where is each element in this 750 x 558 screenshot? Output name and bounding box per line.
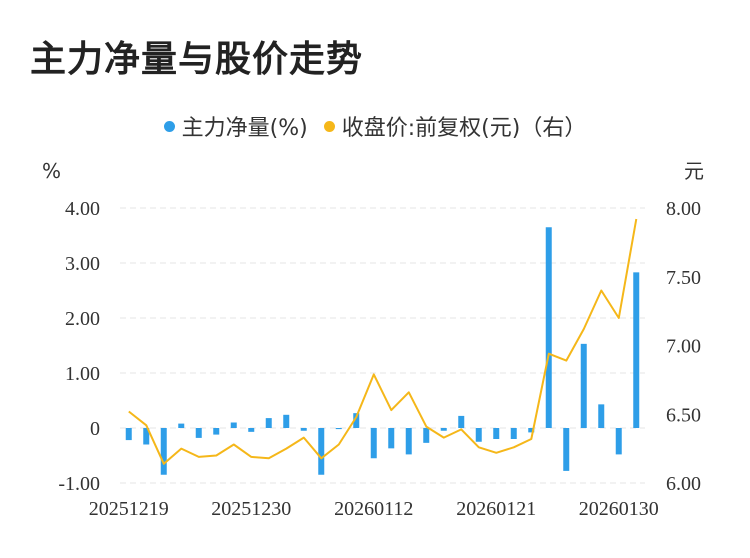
bar bbox=[493, 428, 500, 439]
x-tick-label: 20260130 bbox=[579, 498, 659, 520]
legend-label-main-net: 主力净量(%) bbox=[181, 116, 308, 141]
left-axis: 4.00 3.00 2.00 1.00 0 -1.00 bbox=[58, 198, 100, 495]
bar bbox=[563, 428, 570, 471]
left-tick-label: 1.00 bbox=[65, 363, 100, 385]
bar bbox=[125, 428, 132, 441]
legend-item-close-price[interactable]: 收盘价:前复权(元)（右） bbox=[323, 110, 587, 142]
bar bbox=[178, 423, 185, 428]
bar bbox=[353, 413, 360, 428]
bar bbox=[388, 428, 395, 449]
chart-title: 主力净量与股价走势 bbox=[30, 39, 364, 80]
right-tick-label: 6.00 bbox=[666, 473, 701, 495]
bar bbox=[475, 428, 482, 442]
bar bbox=[423, 428, 430, 443]
right-tick-label: 8.00 bbox=[666, 198, 701, 220]
bar bbox=[318, 428, 325, 475]
bar bbox=[545, 227, 552, 428]
bar-series bbox=[125, 227, 640, 475]
left-tick-label: -1.00 bbox=[58, 473, 100, 495]
left-axis-unit: % bbox=[42, 159, 61, 183]
bar bbox=[283, 414, 290, 428]
line-series bbox=[128, 218, 638, 465]
bar bbox=[143, 428, 150, 445]
bar bbox=[458, 415, 465, 428]
bar bbox=[615, 428, 622, 455]
x-tick-label: 20251230 bbox=[211, 498, 291, 520]
bar bbox=[510, 428, 517, 439]
x-axis: 20251219 20251230 20260112 20260121 20260130 bbox=[89, 498, 659, 520]
price-line bbox=[128, 218, 638, 465]
bar bbox=[633, 272, 640, 428]
bar bbox=[440, 428, 447, 431]
bar bbox=[195, 428, 202, 438]
bar bbox=[265, 418, 272, 428]
bar bbox=[598, 404, 605, 428]
legend-dot-line bbox=[323, 120, 335, 132]
x-tick-label: 20260121 bbox=[456, 498, 536, 520]
bar bbox=[248, 428, 255, 432]
left-tick-label: 4.00 bbox=[65, 198, 100, 220]
bar bbox=[335, 428, 342, 430]
legend-dot-bar bbox=[163, 120, 175, 132]
x-tick-label: 20260112 bbox=[334, 498, 413, 520]
right-tick-label: 7.00 bbox=[666, 336, 701, 358]
legend-label-close-price: 收盘价:前复权(元)（右） bbox=[341, 116, 587, 141]
right-tick-label: 7.50 bbox=[666, 267, 701, 289]
bar bbox=[405, 428, 412, 455]
right-tick-label: 6.50 bbox=[666, 404, 701, 426]
x-tick-label: 20251219 bbox=[89, 498, 169, 520]
right-axis: 8.00 7.50 7.00 6.50 6.00 bbox=[666, 198, 701, 495]
left-tick-label: 0 bbox=[90, 418, 100, 440]
legend: 主力净量(%) 收盘价:前复权(元)（右） bbox=[0, 110, 750, 142]
bar bbox=[213, 428, 220, 435]
bar bbox=[300, 428, 307, 431]
bar bbox=[370, 428, 377, 459]
bar bbox=[160, 428, 167, 475]
legend-item-main-net[interactable]: 主力净量(%) bbox=[163, 110, 308, 142]
left-tick-label: 2.00 bbox=[65, 308, 100, 330]
bar bbox=[230, 422, 237, 428]
right-axis-unit: 元 bbox=[684, 159, 704, 183]
bar bbox=[528, 428, 535, 433]
grid-lines bbox=[120, 207, 645, 484]
left-tick-label: 3.00 bbox=[65, 253, 100, 275]
bar bbox=[580, 343, 587, 428]
